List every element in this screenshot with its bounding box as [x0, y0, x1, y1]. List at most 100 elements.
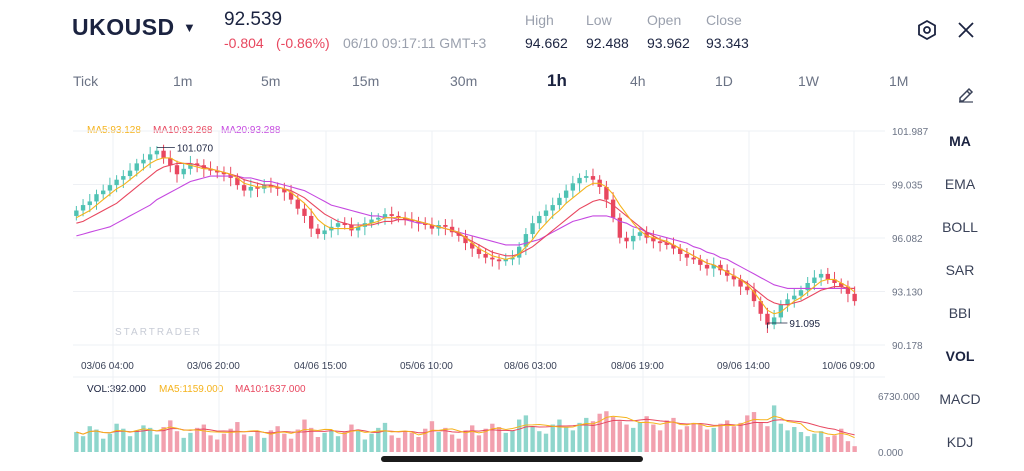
candle-body [416, 221, 421, 224]
indicator-sar[interactable]: SAR [945, 262, 975, 278]
indicator-macd[interactable]: MACD [939, 391, 981, 407]
candle-body [805, 282, 810, 291]
volume-bar [221, 433, 227, 452]
volume-bar [322, 432, 327, 452]
volume-bar [818, 431, 824, 452]
volume-bar [215, 439, 220, 452]
max-price-label: 101.070 [177, 144, 214, 155]
volume-bar [624, 424, 629, 452]
symbol-title[interactable]: UKOUSD [72, 14, 175, 40]
volume-bar [557, 419, 562, 452]
indicator-ema[interactable]: EMA [944, 176, 976, 192]
volume-bar [496, 427, 502, 452]
tab-1w[interactable]: 1W [798, 73, 819, 89]
volume-bar [114, 423, 119, 452]
tab-1d[interactable]: 1D [715, 73, 733, 89]
volume-bar [724, 420, 730, 452]
volume-bar [678, 429, 683, 452]
volume-bar [550, 424, 555, 452]
candle-body [563, 190, 569, 198]
candle-body [657, 241, 663, 244]
tab-4h[interactable]: 4h [630, 73, 646, 89]
volume-bar [127, 436, 133, 452]
volume-bar [74, 432, 79, 452]
x-tick-label: 04/06 15:00 [294, 361, 347, 372]
candle-body [617, 217, 622, 238]
tab-tick[interactable]: Tick [73, 73, 99, 89]
volume-bar [832, 435, 837, 452]
vol-legend: VOL:392.000 [87, 384, 146, 395]
candle-body [550, 205, 555, 211]
close-icon[interactable] [956, 20, 976, 40]
volume-bar [852, 446, 857, 452]
startrader-watermark: STARTRADER [115, 327, 202, 338]
indicator-kdj[interactable]: KDJ [946, 434, 974, 450]
volume-bar [718, 423, 723, 452]
candle-body [664, 243, 669, 245]
candle-body [241, 185, 247, 191]
x-tick-label: 08/06 19:00 [611, 361, 664, 372]
volume-bar [731, 426, 737, 452]
ma5-line [76, 157, 855, 315]
volume-bar [241, 434, 247, 452]
x-tick-label: 03/06 04:00 [81, 361, 134, 372]
candle-body [778, 304, 784, 318]
candle-body [409, 219, 415, 222]
volume-bar [745, 415, 750, 452]
volume-bar [147, 427, 153, 452]
volume-bar [771, 405, 777, 452]
volume-bar [631, 427, 636, 452]
volume-bar [262, 437, 267, 452]
tab-1m[interactable]: 1m [173, 73, 193, 89]
candle-body [101, 190, 106, 195]
candle-body [382, 214, 388, 218]
settings-hexagon-icon[interactable] [916, 19, 938, 41]
volume-bar [778, 423, 784, 452]
volume-bar [275, 426, 280, 452]
ma20-line [76, 175, 855, 289]
candle-body [651, 237, 656, 242]
tab-30m[interactable]: 30m [450, 73, 478, 89]
candle-body [718, 264, 723, 271]
candle-body [335, 223, 341, 227]
indicator-bbi[interactable]: BBI [948, 305, 972, 321]
candle-body [845, 286, 851, 294]
price-change: -0.804 [224, 35, 264, 51]
indicator-boll[interactable]: BOLL [942, 219, 978, 235]
candle-body [812, 277, 817, 283]
draw-pencil-icon[interactable] [956, 83, 976, 103]
volume-bar [490, 423, 495, 452]
candle-body [295, 199, 300, 209]
candle-body [463, 235, 468, 244]
volume-bar [235, 422, 240, 452]
volume-bar [792, 427, 797, 452]
candle-body [671, 244, 676, 249]
vol-y-tick-label: 6730.000 [878, 392, 920, 403]
candle-body [161, 150, 166, 158]
vol-ma10-line [76, 418, 855, 436]
volume-bar [382, 422, 388, 452]
tab-15m[interactable]: 15m [352, 73, 380, 89]
symbol-dropdown-caret-icon[interactable]: ▼ [183, 20, 196, 35]
open-label: Open [647, 12, 682, 28]
volume-bar [510, 430, 515, 452]
min-marker-line [767, 322, 788, 329]
volume-bar [194, 427, 200, 452]
candle-body [449, 226, 455, 233]
volume-bar [664, 420, 669, 452]
volume-bar [295, 429, 300, 452]
tab-1h[interactable]: 1h [547, 71, 567, 90]
volume-bar [134, 430, 139, 452]
candle-body [644, 232, 649, 238]
x-tick-label: 10/06 09:00 [822, 361, 875, 372]
indicator-ma[interactable]: MA [949, 133, 971, 149]
volume-bar [651, 424, 656, 452]
volume-bar [523, 415, 529, 452]
indicator-vol[interactable]: VOL [945, 348, 975, 364]
volume-bar [288, 438, 294, 452]
volume-bar [617, 421, 622, 452]
volume-bar [738, 422, 743, 452]
tab-1m-month[interactable]: 1M [889, 73, 909, 89]
tab-5m[interactable]: 5m [261, 73, 281, 89]
